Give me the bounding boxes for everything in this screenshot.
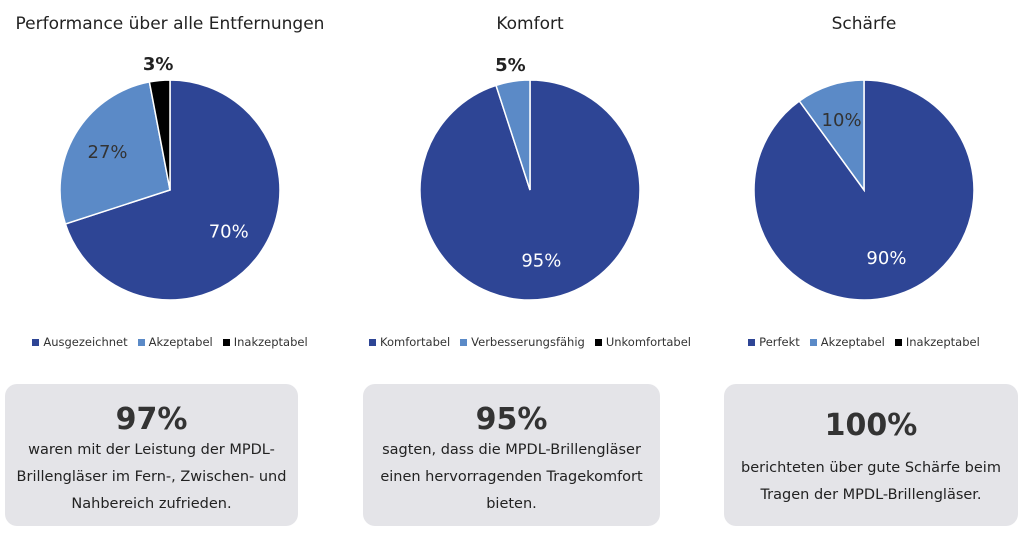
legend-swatch bbox=[460, 339, 468, 346]
legend-swatch bbox=[809, 339, 817, 346]
card-text: berichteten über gute Schärfe beim Tragen… bbox=[724, 455, 1018, 509]
legend-item: Komfortabel bbox=[369, 335, 450, 349]
card-headline: 100% bbox=[824, 408, 918, 443]
legend-item: Akzeptabel bbox=[137, 335, 213, 349]
legend-label: Unkomfortabel bbox=[605, 335, 691, 349]
legend: Perfekt Akzeptabel Inakzeptabel bbox=[694, 335, 1024, 349]
card-line: Tragen der MPDL-Brillengläser. bbox=[760, 487, 982, 503]
card-line: berichteten über gute Schärfe beim bbox=[741, 460, 1001, 476]
card-line: einen hervorragenden Tragekomfort bbox=[380, 469, 643, 485]
legend-label: Perfekt bbox=[759, 335, 800, 349]
value-label: 95% bbox=[521, 251, 561, 272]
legend-label: Inakzeptabel bbox=[233, 335, 308, 349]
value-label: 5% bbox=[495, 55, 526, 76]
value-label: 10% bbox=[822, 110, 862, 131]
pie: 70% 27% 3% bbox=[59, 54, 281, 301]
chart: Komfort 95% 5% Komfortabel Verbesserungsfähi… bbox=[360, 0, 700, 360]
card-headline: 95% bbox=[475, 402, 548, 437]
card-line: waren mit der Leistung der MPDL- bbox=[28, 442, 275, 458]
value-label: 90% bbox=[866, 248, 906, 269]
card-headline: 97% bbox=[115, 402, 188, 437]
legend-label: Ausgezeichnet bbox=[43, 335, 128, 349]
pie: 95% 5% bbox=[419, 55, 641, 301]
legend-label: Akzeptabel bbox=[148, 335, 213, 349]
legend: Komfortabel Verbesserungsfähig Unkomfortab… bbox=[360, 335, 700, 349]
pie-slice bbox=[495, 79, 531, 191]
card-text: sagten, dass die MPDL-Brillengläser einen… bbox=[363, 437, 660, 518]
legend-swatch bbox=[32, 339, 40, 346]
card-line: Nahbereich zufrieden. bbox=[71, 496, 232, 512]
value-label: 70% bbox=[209, 222, 249, 243]
legend-label: Verbesserungsfähig bbox=[471, 335, 585, 349]
summary-card: 100% berichteten über gute Schärfe beim Tr… bbox=[724, 384, 1018, 526]
card-line: sagten, dass die MPDL-Brillengläser bbox=[382, 442, 641, 458]
pie-slice bbox=[64, 79, 281, 301]
legend-label: Akzeptabel bbox=[820, 335, 885, 349]
pie: 90% 10% bbox=[753, 79, 975, 301]
legend-item: Inakzeptabel bbox=[894, 335, 980, 349]
summary-card: 95% sagten, dass die MPDL-Brillengläser ei… bbox=[363, 384, 660, 526]
legend-label: Inakzeptabel bbox=[905, 335, 980, 349]
legend-item: Akzeptabel bbox=[809, 335, 885, 349]
legend-swatch bbox=[594, 339, 602, 346]
pie-slice bbox=[148, 79, 171, 191]
chart: Performance über alle Entfernungen 70% 27%… bbox=[0, 0, 340, 360]
legend-swatch bbox=[894, 339, 902, 346]
card-line: Brillengläser im Fern-, Zwischen- und bbox=[16, 469, 287, 485]
legend: Ausgezeichnet Akzeptabel Inakzeptabel bbox=[0, 335, 340, 349]
legend-item: Inakzeptabel bbox=[222, 335, 308, 349]
chart-title: Komfort bbox=[496, 14, 564, 34]
chart-title: Performance über alle Entfernungen bbox=[15, 14, 325, 34]
legend-item: Perfekt bbox=[748, 335, 800, 349]
pie-slice bbox=[798, 79, 865, 193]
value-label: 27% bbox=[88, 142, 128, 163]
legend-item: Verbesserungsfähig bbox=[460, 335, 585, 349]
chart-title: Schärfe bbox=[831, 14, 897, 34]
legend-swatch bbox=[222, 339, 230, 346]
legend-label: Komfortabel bbox=[380, 335, 451, 349]
card-text: waren mit der Leistung der MPDL- Brilleng… bbox=[5, 437, 298, 518]
legend-item: Unkomfortabel bbox=[594, 335, 691, 349]
summary-card: 97% waren mit der Leistung der MPDL- Brill… bbox=[5, 384, 298, 526]
value-label: 3% bbox=[143, 54, 174, 75]
pie-slice bbox=[59, 81, 171, 225]
legend-swatch bbox=[137, 339, 145, 346]
legend-item: Ausgezeichnet bbox=[32, 335, 128, 349]
card-line: bieten. bbox=[486, 496, 537, 512]
legend-swatch bbox=[748, 339, 756, 346]
chart: Schärfe 90% 10% Perfekt Akzeptabel Inakzeptab… bbox=[694, 0, 1024, 360]
legend-swatch bbox=[369, 339, 376, 346]
